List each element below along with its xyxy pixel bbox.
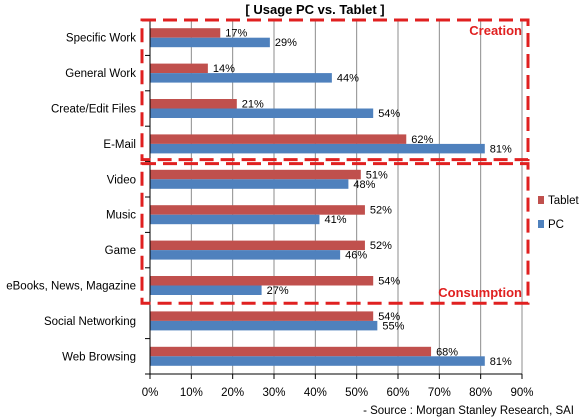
- bar-pc: [150, 143, 485, 154]
- bar-pc: [150, 320, 378, 331]
- data-label-tablet: 52%: [370, 240, 392, 252]
- category-label: General Work: [65, 68, 136, 80]
- x-tick-label: 30%: [262, 387, 285, 399]
- bar-pc: [150, 356, 485, 366]
- x-tick-label: 90%: [510, 387, 533, 399]
- x-tick-label: 80%: [469, 387, 492, 399]
- x-tick-label: 10%: [180, 387, 203, 399]
- legend-swatch-tablet: [538, 196, 544, 204]
- data-label-pc: 54%: [378, 108, 400, 120]
- source-note: - Source : Morgan Stanley Research, SAI: [363, 405, 574, 417]
- category-label: Game: [105, 245, 136, 257]
- data-label-pc: 55%: [382, 320, 404, 332]
- bar-pc: [150, 37, 270, 48]
- bar-pc: [150, 179, 349, 189]
- data-label-tablet: 52%: [370, 205, 392, 217]
- data-label-pc: 46%: [345, 250, 367, 262]
- category-label: Specific Work: [66, 33, 136, 45]
- bar-tablet: [150, 169, 361, 180]
- data-label-tablet: 17%: [225, 28, 247, 40]
- legend-label-tablet: Tablet: [548, 195, 579, 207]
- bar-layer: 17%29%14%44%21%54%62%81%51%48%52%41%52%4…: [150, 28, 512, 368]
- bar-tablet: [150, 240, 365, 251]
- data-label-pc: 81%: [490, 143, 512, 155]
- data-label-pc: 48%: [353, 179, 375, 191]
- category-label: Social Networking: [44, 316, 136, 328]
- group-box-consumption: [140, 162, 530, 305]
- bar-pc: [150, 285, 262, 295]
- data-label-tablet: 54%: [378, 276, 400, 288]
- data-label-pc: 81%: [490, 356, 512, 368]
- data-label-tablet: 68%: [436, 346, 458, 358]
- bar-tablet: [150, 205, 365, 215]
- x-tick-label: 0%: [142, 387, 159, 399]
- group-box-creation: [140, 18, 530, 162]
- category-label: Music: [106, 210, 136, 222]
- data-label-tablet: 54%: [378, 311, 400, 323]
- legend-label-pc: PC: [548, 219, 564, 231]
- bar-tablet: [150, 99, 237, 109]
- bar-pc: [150, 250, 341, 260]
- chart-title: [ Usage PC vs. Tablet ]: [245, 2, 384, 17]
- category-label: Web Browsing: [62, 351, 136, 363]
- data-label-tablet: 14%: [213, 63, 235, 75]
- bar-pc: [150, 73, 332, 83]
- data-label-tablet: 21%: [242, 99, 264, 111]
- category-label: E-Mail: [103, 139, 136, 151]
- bar-tablet: [150, 63, 208, 74]
- data-label-tablet: 62%: [411, 134, 433, 146]
- category-label: Create/Edit Files: [51, 104, 136, 116]
- x-tick-label: 70%: [428, 387, 451, 399]
- bar-pc: [150, 214, 320, 225]
- group-layer: Creation Consumption: [140, 18, 530, 305]
- group-label-consumption: Consumption: [438, 285, 522, 300]
- category-label: eBooks, News, Magazine: [6, 281, 136, 293]
- x-tick-label: 50%: [345, 387, 368, 399]
- axis-layer: 0% 10% 20% 30% 40% 50% 60% 70% 80% 90% Specific Wo…: [6, 19, 534, 399]
- data-label-pc: 44%: [337, 73, 359, 85]
- x-tick-label: 40%: [304, 387, 327, 399]
- data-label-pc: 27%: [267, 285, 289, 297]
- legend: Tablet PC: [538, 195, 579, 231]
- data-label-pc: 41%: [324, 214, 346, 226]
- bar-tablet: [150, 276, 374, 286]
- bar-tablet: [150, 311, 374, 321]
- bar-pc: [150, 108, 374, 118]
- bar-tablet: [150, 134, 407, 144]
- x-tick-label: 60%: [386, 387, 409, 399]
- x-tick-label: 20%: [221, 387, 244, 399]
- data-label-tablet: 51%: [366, 169, 388, 181]
- category-label: Video: [107, 174, 136, 186]
- bar-tablet: [150, 28, 221, 38]
- bar-tablet: [150, 346, 432, 357]
- data-label-pc: 29%: [275, 37, 297, 49]
- legend-swatch-pc: [538, 220, 544, 228]
- group-label-creation: Creation: [469, 23, 522, 38]
